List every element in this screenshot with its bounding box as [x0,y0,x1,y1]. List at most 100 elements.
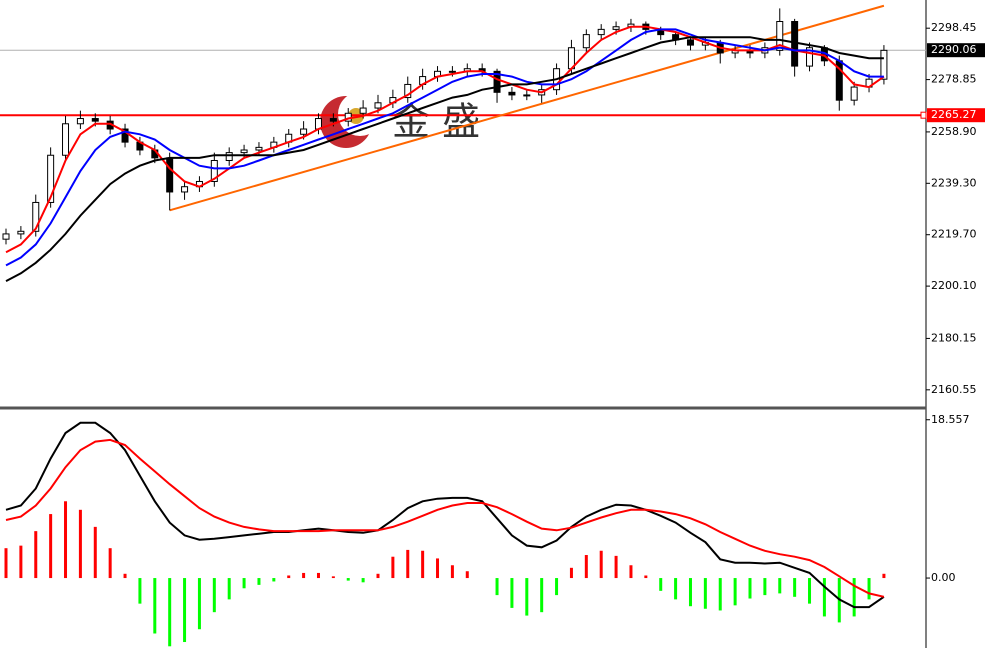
candle-body [806,47,814,67]
histogram-bar [376,573,380,579]
histogram-bar [614,555,618,579]
histogram-bar [465,571,469,579]
y-tick-label: 2219.70 [931,228,977,241]
candle-body [76,118,84,125]
candle-body [776,21,784,51]
y-tick-label: 2298.45 [931,21,977,34]
candle-body [166,157,174,193]
histogram-bar [569,567,573,579]
histogram-bar [510,578,514,608]
histogram-bar [183,578,187,643]
candle-body [181,186,189,193]
histogram-bar [19,545,23,579]
level-label-box [927,108,985,123]
histogram-bar [212,578,216,613]
histogram-bar [93,526,97,579]
histogram-bar [688,578,692,607]
candle-body [255,146,263,151]
y-tick-label: 2200.10 [931,279,977,292]
histogram-bar [436,558,440,579]
y-tick-label: 18.557 [931,413,970,426]
histogram-bar [302,572,306,579]
y-tick-label: 2239.30 [931,176,977,189]
y-tick-label: 2278.85 [931,73,977,86]
moving-average [5,25,885,254]
histogram-bar [406,549,410,579]
candle-body [597,28,605,36]
candle-body [359,107,367,114]
candle-body [17,230,25,235]
candle-body [47,154,55,203]
histogram-bar [584,555,588,579]
histogram-bar [34,531,38,579]
histogram-bar [644,575,648,579]
histogram-bar [123,573,127,579]
last-price-box [927,43,985,58]
candle-body [91,118,99,122]
histogram-bar [882,573,886,579]
histogram-bar [629,565,633,579]
y-tick-label: 0.00 [931,571,956,584]
candle-body [329,118,337,122]
candle-body [2,233,10,240]
histogram-bar [450,565,454,579]
histogram-bar [822,578,826,617]
candle-body [32,201,40,232]
histogram-bar [659,578,663,591]
macd-line [5,421,885,609]
histogram-bar [272,578,276,582]
histogram-bar [153,578,157,634]
histogram-bar [78,509,82,579]
histogram-bar [793,578,797,597]
candle-body [850,86,858,101]
histogram-bar [703,578,707,609]
histogram-bar [257,578,261,585]
candle-body [686,39,694,46]
histogram-bar [421,550,425,579]
y-tick-label: 2258.90 [931,125,977,138]
candle-body [880,49,888,80]
histogram-bar [495,578,499,596]
histogram-bar [287,575,291,579]
histogram-bar [227,578,231,600]
histogram-bar [64,501,68,579]
moving-average [5,36,884,282]
histogram-bar [733,578,737,606]
candle-body [448,70,456,73]
candle-body [240,149,248,154]
y-tick-label: 2180.15 [931,331,977,344]
histogram-bar [138,578,142,604]
histogram-bar [599,550,603,579]
histogram-bar [852,578,856,617]
candle-body [225,152,233,161]
histogram-bar [525,578,529,616]
candle-body [300,128,308,135]
candle-body [404,83,412,99]
candle-body [210,159,218,182]
histogram-bar [49,514,53,579]
level-label: 2265.27 [931,108,977,121]
histogram-bar [808,578,812,604]
histogram-bar [168,578,172,647]
histogram-bar [674,578,678,600]
level-marker [920,111,927,119]
histogram-bar [197,578,201,630]
histogram-bar [242,578,246,589]
moving-average [5,28,884,267]
candle-body [612,26,620,30]
candle-body [374,102,382,109]
last-price-label: 2290.06 [931,43,977,56]
histogram-bar [361,578,365,583]
candle-body [523,94,531,97]
histogram-bar [763,578,767,596]
candle-body [508,91,516,96]
y-tick-label: 2160.55 [931,383,977,396]
histogram-bar [4,548,8,579]
histogram-bar [778,578,782,594]
histogram-bar [748,578,752,599]
candle-body [582,34,590,49]
macd-line [5,438,885,598]
histogram-bar [540,578,544,613]
